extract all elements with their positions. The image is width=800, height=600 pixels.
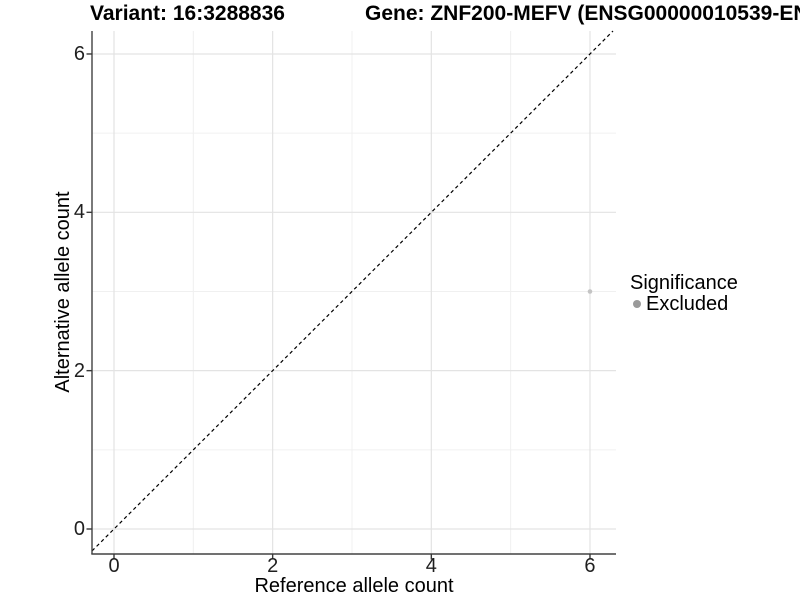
x-tick-label: 0 [108,555,120,577]
y-tick-label: 2 [73,359,85,382]
y-tick-label: 0 [73,518,85,540]
plot-title-variant: Variant: 16:3288836 [90,2,285,25]
identity-line [91,30,614,552]
y-tick-label: 4 [73,201,85,224]
y-axis-title: Alternative allele count [52,191,74,393]
legend: Significance Excluded [630,272,738,314]
x-tick-label: 6 [584,555,596,577]
x-axis-title: Reference allele count [254,575,454,597]
data-point [587,289,593,294]
x-tick-label: 2 [267,555,279,577]
legend-title: Significance [630,272,738,294]
plot-title-gene: Gene: ZNF200-MEFV (ENSG00000010539-ENSG0 [365,2,800,25]
legend-key-point-icon [633,300,641,308]
x-tick-label: 4 [425,555,437,577]
legend-item-label: Excluded [646,293,729,315]
y-tick-label: 6 [73,42,85,65]
legend-item-excluded: Excluded [633,294,738,314]
